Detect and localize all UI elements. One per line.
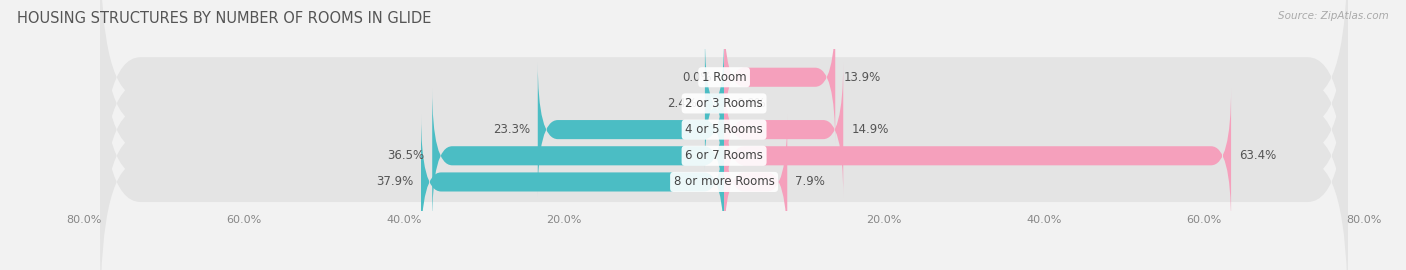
FancyBboxPatch shape (432, 88, 724, 223)
FancyBboxPatch shape (724, 114, 787, 249)
FancyBboxPatch shape (100, 48, 1348, 270)
FancyBboxPatch shape (100, 0, 1348, 237)
FancyBboxPatch shape (724, 88, 1232, 223)
Text: 0.0%: 0.0% (737, 97, 766, 110)
Text: 8 or more Rooms: 8 or more Rooms (673, 176, 775, 188)
FancyBboxPatch shape (537, 62, 724, 197)
Text: HOUSING STRUCTURES BY NUMBER OF ROOMS IN GLIDE: HOUSING STRUCTURES BY NUMBER OF ROOMS IN… (17, 11, 432, 26)
FancyBboxPatch shape (100, 22, 1348, 270)
Text: 0.0%: 0.0% (682, 71, 711, 84)
Text: Source: ZipAtlas.com: Source: ZipAtlas.com (1278, 11, 1389, 21)
Text: 37.9%: 37.9% (375, 176, 413, 188)
Text: 23.3%: 23.3% (492, 123, 530, 136)
Text: 1 Room: 1 Room (702, 71, 747, 84)
Text: 7.9%: 7.9% (796, 176, 825, 188)
Text: 14.9%: 14.9% (851, 123, 889, 136)
FancyBboxPatch shape (724, 62, 844, 197)
Text: 6 or 7 Rooms: 6 or 7 Rooms (685, 149, 763, 162)
Text: 2.4%: 2.4% (666, 97, 697, 110)
FancyBboxPatch shape (724, 10, 835, 145)
FancyBboxPatch shape (704, 36, 725, 171)
FancyBboxPatch shape (420, 114, 724, 249)
Text: 4 or 5 Rooms: 4 or 5 Rooms (685, 123, 763, 136)
Text: 2 or 3 Rooms: 2 or 3 Rooms (685, 97, 763, 110)
FancyBboxPatch shape (100, 0, 1348, 211)
Text: 13.9%: 13.9% (844, 71, 880, 84)
FancyBboxPatch shape (100, 0, 1348, 264)
Text: 36.5%: 36.5% (387, 149, 425, 162)
Text: 63.4%: 63.4% (1239, 149, 1277, 162)
